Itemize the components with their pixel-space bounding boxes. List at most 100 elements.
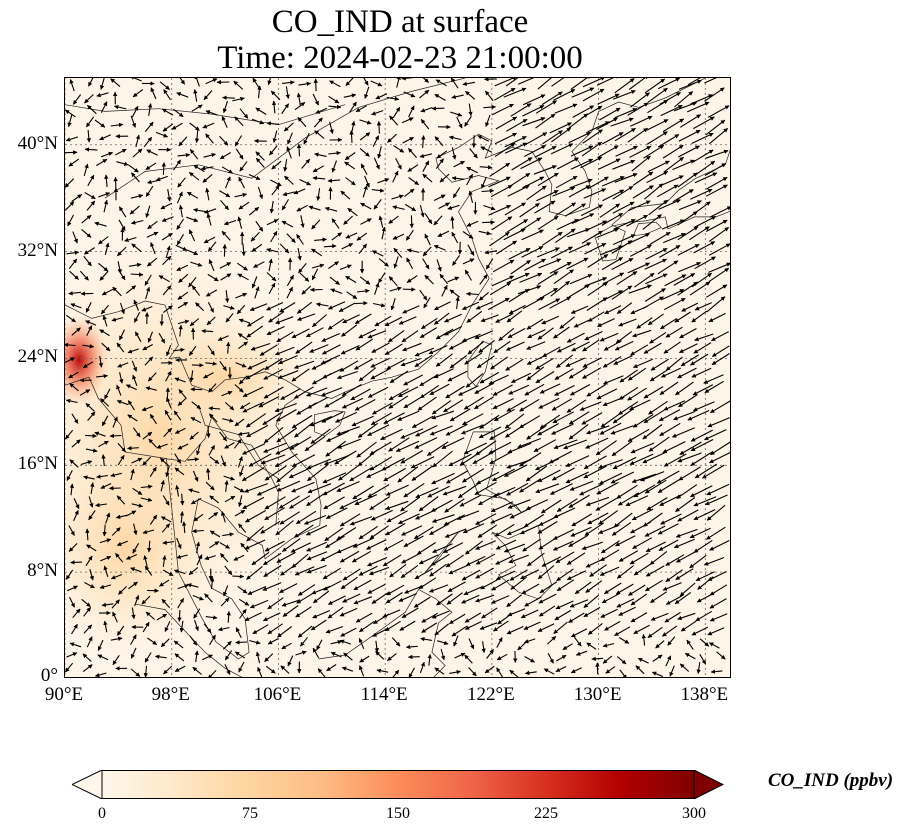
wind-arrow [643,386,664,399]
wind-arrow [556,654,567,662]
wind-arrow [275,409,297,422]
wind-arrow [481,641,486,654]
wind-arrow [383,539,404,551]
wind-arrow [68,258,78,270]
wind-arrow [65,201,75,211]
wind-arrow [493,620,509,632]
wind-arrow [296,204,308,212]
wind-arrow [461,594,480,604]
wind-arrow [613,218,636,230]
wind-arrow [295,606,312,618]
wind-arrow [451,94,464,100]
wind-arrow [453,635,459,647]
wind-arrow [537,521,558,534]
wind-arrow [367,386,389,398]
wind-arrow [571,213,595,225]
wind-arrow [538,593,557,604]
wind-arrow [508,304,526,315]
wind-arrow [510,103,532,117]
wind-arrow [374,315,392,327]
wind-arrow [691,272,712,288]
wind-arrow [496,653,508,661]
wind-arrow [464,352,483,365]
wind-arrow [279,243,290,254]
wind-arrow [238,201,250,210]
wind-arrow [388,388,409,401]
wind-arrow [392,106,401,118]
wind-arrow [708,262,730,273]
wind-arrow [651,671,664,677]
wind-arrow [322,368,343,379]
wind-arrow [178,324,183,337]
wind-arrow [345,232,358,239]
wind-arrow [517,78,541,85]
wind-arrow [336,543,358,554]
wind-arrow [405,229,414,241]
wind-arrow [419,661,425,674]
wind-arrow [535,483,560,494]
wind-arrow [519,415,541,429]
wind-arrow [508,247,531,260]
wind-arrow [296,143,302,157]
wind-arrow [678,79,702,90]
wind-arrow [597,145,619,159]
wind-arrow [239,161,248,172]
wind-arrow [398,592,417,602]
wind-arrow [661,219,685,230]
wind-arrow [177,397,187,407]
wind-arrow [480,146,493,153]
wind-arrow [468,103,473,117]
wind-arrow [492,486,516,498]
wind-arrow [570,145,594,157]
wind-arrow [163,427,172,438]
wind-arrow [436,593,453,606]
wind-arrow [340,627,357,637]
wind-arrow [649,368,669,382]
wind-arrow [507,499,531,509]
wind-arrow [504,464,528,477]
wind-arrow [678,145,700,158]
wind-arrow [100,555,112,562]
wind-arrow [487,297,510,311]
wind-arrow [496,667,504,677]
wind-arrow [85,433,97,439]
wind-arrow [524,670,537,676]
wind-arrow [706,504,726,521]
wind-arrow [222,100,229,114]
wind-arrow [566,257,589,270]
wind-arrow [556,157,579,170]
wind-arrow [610,425,634,435]
wind-arrow [315,107,328,114]
wind-arrow [110,472,122,478]
wind-arrow [206,316,216,326]
wind-arrow [234,509,246,517]
wind-arrow [322,482,345,496]
wind-arrow [357,288,370,294]
wind-arrow [65,314,76,323]
colorbar-tick: 150 [386,805,410,822]
wind-arrow [71,194,83,202]
wind-arrow [179,78,186,85]
wind-arrow [263,368,283,380]
wind-arrow [582,78,606,88]
wind-arrow [509,172,531,187]
wind-arrow [134,331,142,343]
wind-arrow [404,585,424,594]
wind-arrow [358,243,368,255]
wind-arrow [433,244,446,251]
wind-arrow [494,132,517,145]
wind-arrow [513,650,518,663]
wind-arrow [678,129,701,142]
wind-arrow [255,651,261,664]
wind-arrow [309,415,333,427]
wind-arrow [489,231,510,247]
wind-arrow [408,105,415,118]
wind-arrow [408,667,415,677]
wind-arrow [119,329,125,341]
wind-arrow [242,443,266,455]
wind-arrow [343,652,353,661]
wind-arrow [520,523,542,535]
wind-arrow [323,455,349,466]
wind-arrow [475,440,497,456]
wind-arrow [207,301,214,313]
